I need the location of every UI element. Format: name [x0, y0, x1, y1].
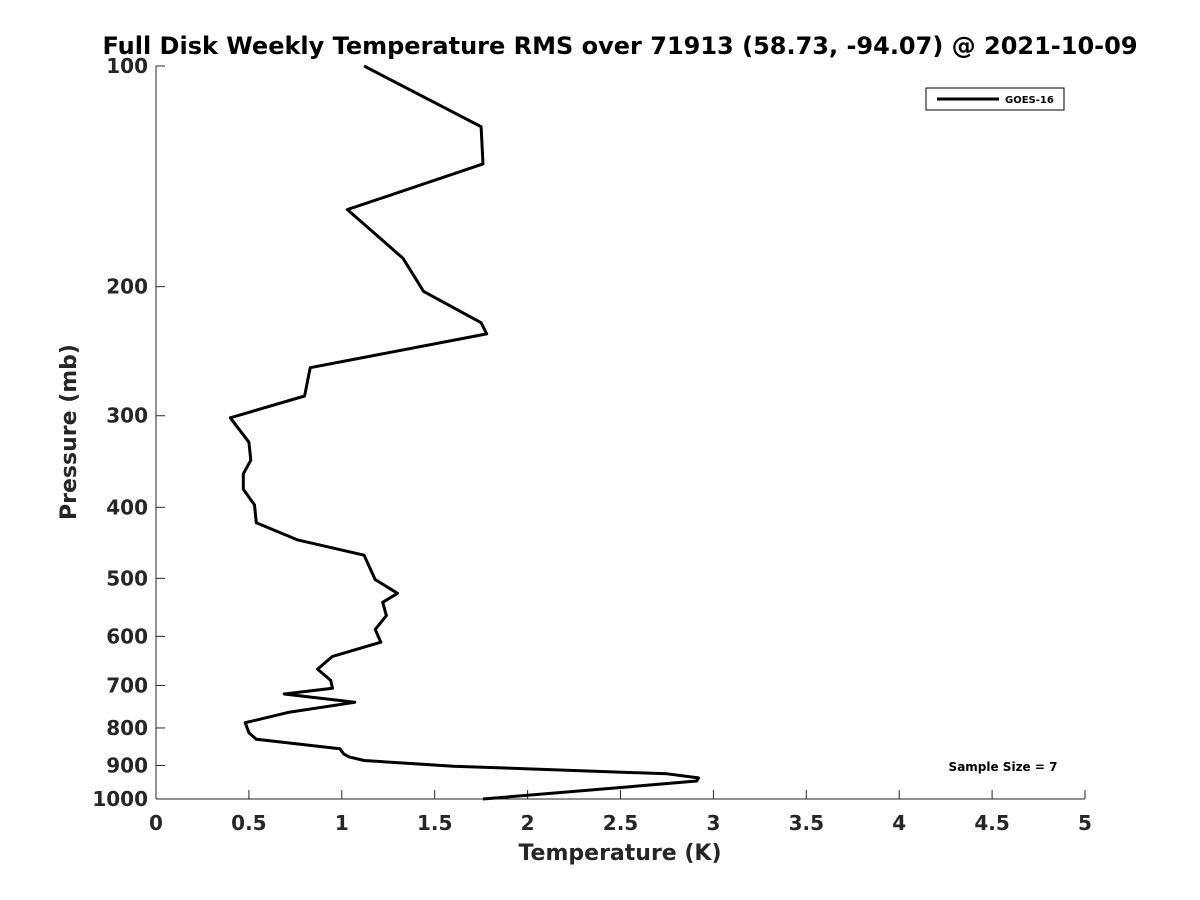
y-tick-label: 200	[106, 275, 148, 299]
sample-size-annotation: Sample Size = 7	[949, 760, 1058, 774]
x-axis-label: Temperature (K)	[518, 841, 721, 866]
y-tick-label: 500	[106, 566, 148, 590]
x-tick-label: 0.5	[231, 811, 266, 835]
x-tick-label: 5	[1078, 811, 1092, 835]
x-tick-label: 2	[521, 811, 535, 835]
legend-label-goes-16: GOES-16	[1005, 95, 1054, 106]
y-tick-label: 300	[106, 404, 148, 428]
y-tick-label: 1000	[92, 787, 148, 811]
y-tick-label: 400	[106, 495, 148, 519]
x-tick-label: 1	[335, 811, 349, 835]
y-axis-label: Pressure (mb)	[57, 344, 82, 520]
x-tick-label: 0	[149, 811, 163, 835]
x-tick-label: 2.5	[603, 811, 638, 835]
x-tick-label: 3	[706, 811, 720, 835]
y-ticks: 100 200 300 400 500 600 700 800 900 1000	[92, 54, 165, 811]
y-tick-label: 800	[106, 716, 148, 740]
x-tick-label: 3.5	[789, 811, 824, 835]
series-layer	[228, 64, 700, 801]
y-tick-label: 700	[106, 673, 148, 697]
legend: GOES-16	[925, 87, 1065, 111]
series-line-goes-16	[228, 64, 700, 801]
y-tick-label: 600	[106, 624, 148, 648]
x-ticks: 0 0.5 1 1.5 2 2.5 3 3.5 4 4.5 5	[149, 790, 1092, 835]
y-tick-label: 100	[106, 54, 148, 78]
y-tick-label: 900	[106, 753, 148, 777]
x-tick-label: 4.5	[974, 811, 1009, 835]
x-tick-label: 1.5	[417, 811, 452, 835]
chart-title: Full Disk Weekly Temperature RMS over 71…	[102, 32, 1137, 60]
x-tick-label: 4	[892, 811, 906, 835]
